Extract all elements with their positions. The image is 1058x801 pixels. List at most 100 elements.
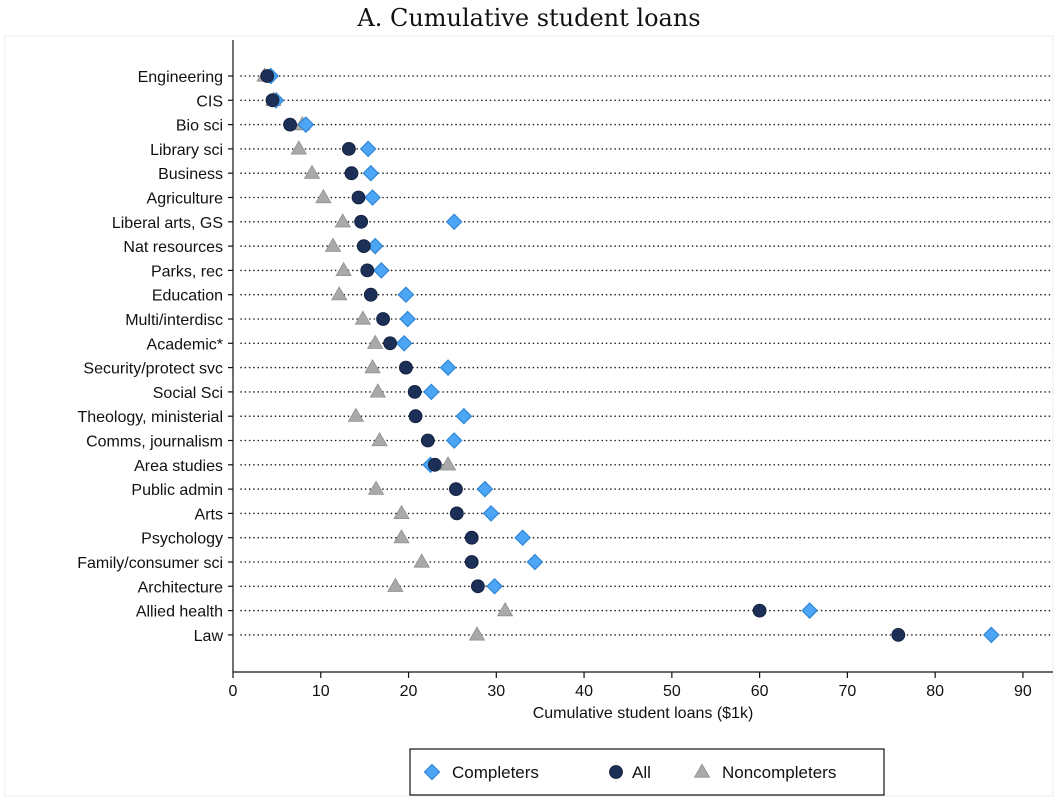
data-markers: [256, 67, 1000, 644]
noncompleters-point: [334, 213, 351, 228]
outer-border: [4, 35, 1054, 797]
all-point: [341, 141, 356, 156]
x-tick-label-0: 0: [229, 683, 238, 700]
x-tick-label-40: 40: [575, 683, 593, 700]
all-point: [408, 409, 423, 424]
x-tick-label-10: 10: [312, 683, 330, 700]
all-point: [420, 433, 435, 448]
completers-point: [399, 310, 417, 328]
completers-point: [395, 334, 413, 352]
category-label: Liberal arts, GS: [112, 215, 223, 232]
category-label: Business: [158, 166, 223, 183]
noncompleters-point: [303, 164, 321, 179]
x-tick-label-80: 80: [926, 683, 944, 700]
category-label: Bio sci: [176, 118, 223, 135]
completers-point: [455, 407, 473, 425]
completers-point: [439, 359, 457, 376]
completers-point: [397, 286, 415, 304]
completers-point: [801, 602, 818, 619]
x-tick-label-90: 90: [1014, 683, 1032, 700]
x-tick-label-50: 50: [663, 683, 681, 700]
category-label: Psychology: [141, 531, 223, 548]
all-point: [265, 93, 280, 108]
category-label: Social Sci: [153, 385, 223, 402]
category-label: Education: [152, 288, 223, 305]
noncompleters-point: [366, 334, 384, 349]
all-point: [399, 360, 413, 375]
category-label: Multi/interdisc: [125, 312, 223, 329]
all-point: [283, 117, 297, 132]
all-point: [354, 214, 369, 229]
noncompleters-point: [354, 310, 372, 325]
completers-point: [362, 164, 380, 182]
legend-box: [409, 748, 885, 796]
noncompleters-point: [347, 407, 365, 422]
category-label: Library sci: [150, 142, 223, 159]
all-point: [449, 506, 464, 521]
category-label: Architecture: [138, 579, 223, 596]
series-completers: [262, 67, 1000, 644]
x-tick-label-20: 20: [400, 683, 418, 700]
all-point: [363, 287, 378, 302]
noncompleters-point: [367, 480, 385, 495]
all-point: [351, 190, 366, 205]
category-label: Security/protect svc: [83, 361, 223, 378]
all-point: [464, 555, 479, 569]
x-tick-label-60: 60: [751, 683, 769, 700]
series-all: [260, 69, 906, 642]
completers-point: [372, 262, 390, 279]
completers-point: [486, 577, 503, 595]
completers-point: [445, 213, 463, 231]
category-labels: Engineering CIS Bio sci Library sci Business…: [77, 69, 223, 645]
noncompleters-point: [413, 553, 430, 568]
all-point: [360, 263, 375, 278]
category-label: Area studies: [134, 458, 223, 475]
all-point: [470, 579, 485, 594]
noncompleters-point: [369, 383, 387, 398]
noncompleters-point: [468, 626, 486, 641]
noncompleters-point: [496, 601, 514, 617]
all-point: [427, 457, 442, 472]
category-label: Theology, ministerial: [77, 409, 223, 426]
noncompleters-point: [335, 261, 352, 277]
legend-marker-all: [609, 765, 623, 779]
noncompleters-point: [371, 431, 388, 447]
category-label: CIS: [196, 93, 223, 110]
category-label: Public admin: [131, 482, 223, 499]
x-axis-title: Cumulative student loans ($1k): [533, 705, 754, 722]
noncompleters-point: [331, 286, 348, 301]
dotted-guides: [240, 75, 1052, 636]
category-label: Family/consumer sci: [77, 555, 223, 572]
all-point: [344, 166, 359, 181]
legend-label-noncompleters: Noncompleters: [722, 763, 836, 782]
axes: 0 10 20 30 40 50 60 70 80 90: [228, 40, 1053, 700]
all-point: [407, 384, 422, 399]
completers-point: [445, 432, 463, 449]
category-label: Parks, rec: [151, 263, 223, 280]
completers-point: [297, 116, 315, 133]
all-point: [449, 482, 463, 497]
noncompleters-point: [364, 358, 381, 374]
noncompleters-point: [315, 188, 332, 204]
legend-label-completers: Completers: [452, 763, 539, 782]
category-label: Engineering: [138, 69, 223, 86]
all-point: [752, 603, 767, 618]
category-label: Law: [194, 628, 224, 645]
series-noncompleters: [256, 67, 514, 641]
noncompleters-point: [290, 140, 308, 155]
all-point: [376, 312, 390, 326]
category-label: Academic*: [147, 336, 223, 353]
category-label: Allied health: [136, 604, 223, 621]
all-point: [891, 628, 906, 642]
category-label: Comms, journalism: [86, 434, 223, 451]
legend: Completers All Noncompleters: [409, 748, 885, 796]
x-tick-label-70: 70: [838, 683, 856, 700]
all-point: [356, 239, 371, 254]
completers-point: [476, 480, 494, 498]
completers-point: [482, 505, 500, 522]
all-point: [464, 530, 479, 545]
noncompleters-point: [387, 577, 404, 592]
completers-point: [423, 383, 440, 401]
x-tick-label-30: 30: [487, 683, 505, 700]
